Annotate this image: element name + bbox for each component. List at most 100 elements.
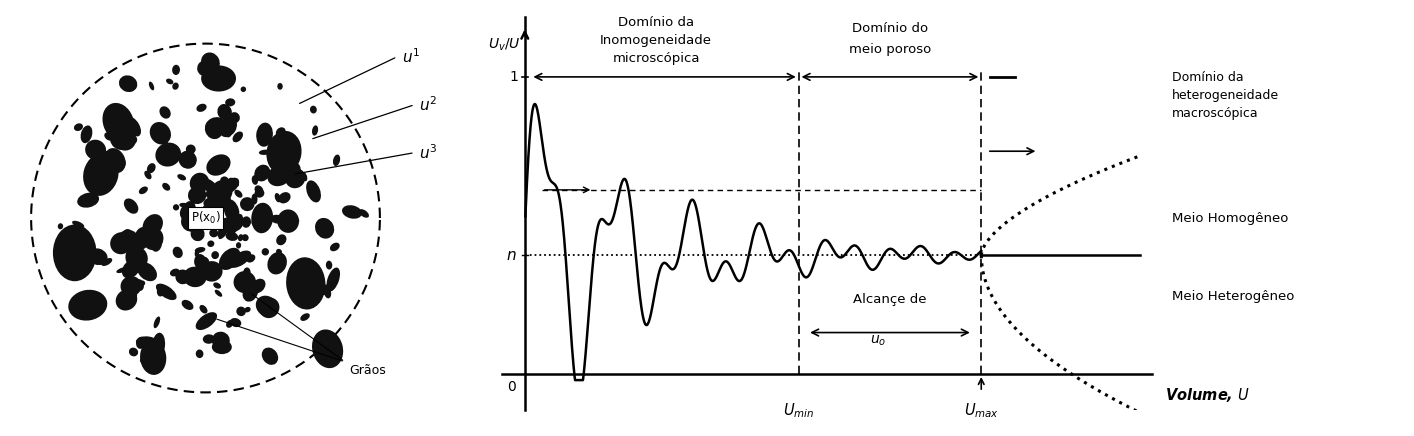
Ellipse shape [105, 133, 113, 141]
Ellipse shape [233, 271, 256, 293]
Ellipse shape [270, 215, 283, 224]
Ellipse shape [191, 221, 199, 230]
Ellipse shape [240, 86, 246, 92]
Ellipse shape [236, 242, 242, 249]
Ellipse shape [173, 65, 180, 75]
Ellipse shape [235, 215, 243, 224]
Ellipse shape [105, 148, 126, 173]
Ellipse shape [129, 347, 139, 356]
Ellipse shape [181, 212, 201, 232]
Ellipse shape [279, 192, 291, 204]
Ellipse shape [252, 175, 259, 185]
Ellipse shape [218, 104, 232, 120]
Ellipse shape [110, 232, 133, 254]
Ellipse shape [218, 227, 226, 234]
Ellipse shape [158, 133, 164, 141]
Ellipse shape [310, 106, 317, 113]
Ellipse shape [236, 307, 246, 316]
Ellipse shape [218, 217, 243, 232]
Ellipse shape [212, 340, 232, 354]
Ellipse shape [68, 290, 107, 320]
Ellipse shape [165, 78, 174, 84]
Ellipse shape [283, 160, 301, 176]
Ellipse shape [129, 135, 137, 144]
Ellipse shape [191, 227, 205, 241]
Ellipse shape [201, 52, 219, 72]
Ellipse shape [219, 117, 238, 137]
Ellipse shape [126, 117, 141, 136]
Ellipse shape [223, 199, 239, 223]
Ellipse shape [202, 205, 223, 221]
Ellipse shape [276, 127, 286, 137]
Ellipse shape [228, 178, 239, 187]
Text: Alcançe de: Alcançe de [853, 293, 926, 306]
Ellipse shape [163, 137, 168, 146]
Ellipse shape [312, 125, 318, 136]
Text: Inomogeneidade: Inomogeneidade [601, 34, 713, 47]
Ellipse shape [85, 140, 106, 160]
Ellipse shape [211, 180, 232, 203]
Ellipse shape [83, 243, 93, 249]
Ellipse shape [226, 232, 238, 241]
Ellipse shape [259, 298, 280, 318]
Text: Domínio da
heterogeneidade
macroscópica: Domínio da heterogeneidade macroscópica [1172, 72, 1280, 120]
Text: $u^3$: $u^3$ [419, 143, 437, 162]
Ellipse shape [197, 194, 202, 201]
Ellipse shape [212, 72, 219, 78]
Ellipse shape [238, 234, 243, 241]
Ellipse shape [116, 267, 129, 273]
Ellipse shape [208, 215, 225, 227]
Ellipse shape [98, 150, 110, 161]
Ellipse shape [199, 178, 218, 194]
Ellipse shape [274, 193, 281, 202]
Ellipse shape [197, 60, 214, 76]
Ellipse shape [124, 198, 139, 214]
Ellipse shape [144, 171, 151, 179]
Ellipse shape [211, 217, 223, 228]
Ellipse shape [320, 284, 329, 295]
Ellipse shape [225, 132, 230, 137]
Ellipse shape [198, 215, 211, 225]
Ellipse shape [173, 204, 180, 211]
Ellipse shape [223, 178, 239, 194]
Ellipse shape [327, 268, 339, 292]
Ellipse shape [277, 209, 298, 233]
Ellipse shape [329, 243, 339, 251]
Ellipse shape [201, 65, 236, 92]
Text: meio poroso: meio poroso [848, 43, 930, 56]
Ellipse shape [228, 258, 235, 268]
Ellipse shape [211, 251, 219, 259]
Ellipse shape [201, 261, 222, 282]
Ellipse shape [194, 254, 206, 269]
Ellipse shape [212, 332, 230, 349]
Ellipse shape [208, 241, 215, 247]
Ellipse shape [262, 248, 269, 255]
Ellipse shape [221, 177, 229, 184]
Ellipse shape [100, 151, 112, 159]
Ellipse shape [119, 75, 137, 92]
Ellipse shape [120, 276, 141, 296]
Ellipse shape [150, 122, 171, 144]
Ellipse shape [148, 228, 163, 252]
Ellipse shape [280, 155, 297, 172]
Ellipse shape [64, 240, 74, 249]
Ellipse shape [106, 157, 126, 174]
Ellipse shape [163, 183, 170, 191]
Text: Meio Heterogêneo: Meio Heterogêneo [1172, 290, 1295, 303]
Ellipse shape [119, 230, 140, 249]
Ellipse shape [226, 214, 243, 235]
Ellipse shape [110, 130, 130, 150]
Ellipse shape [276, 249, 281, 255]
Ellipse shape [123, 229, 133, 238]
Ellipse shape [78, 193, 99, 208]
Ellipse shape [147, 163, 156, 173]
Ellipse shape [243, 267, 250, 277]
Ellipse shape [232, 132, 243, 142]
Ellipse shape [184, 209, 191, 221]
Ellipse shape [286, 257, 325, 310]
Text: $n$: $n$ [506, 248, 516, 263]
Ellipse shape [242, 216, 252, 228]
Ellipse shape [252, 218, 259, 225]
Ellipse shape [139, 187, 148, 194]
Ellipse shape [115, 129, 136, 150]
